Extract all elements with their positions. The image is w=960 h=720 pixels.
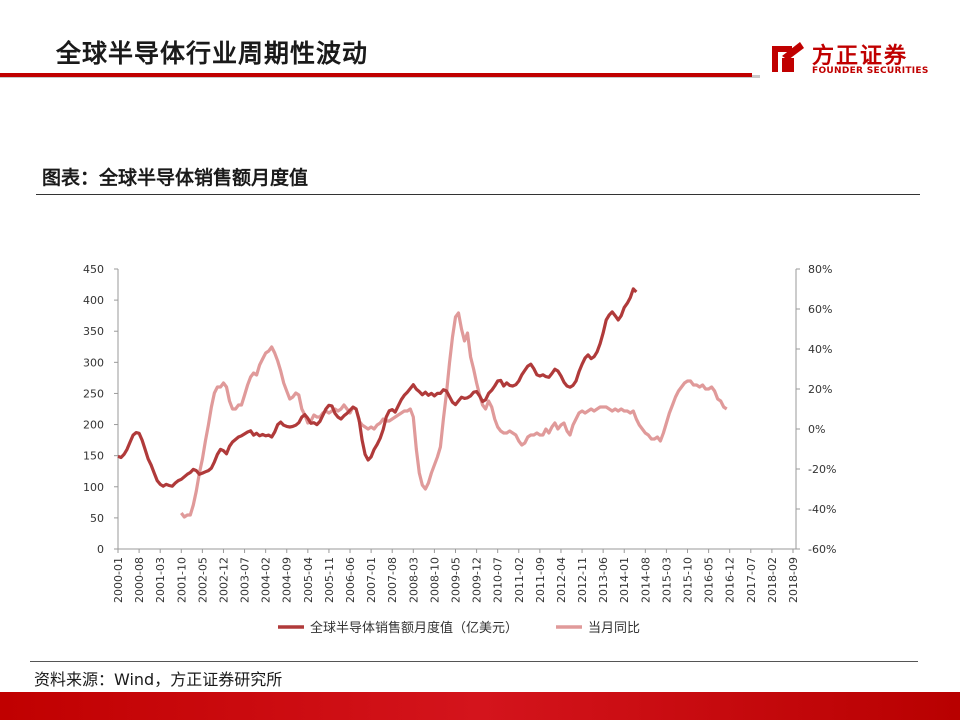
slide-title: 全球半导体行业周期性波动 <box>56 39 369 68</box>
x-tick-label: 2015-03 <box>660 557 673 603</box>
left-tick-label: 200 <box>83 419 104 432</box>
x-tick-label: 2004-09 <box>281 557 294 603</box>
x-tick-label: 2000-08 <box>133 557 146 603</box>
x-tick-label: 2007-08 <box>386 557 399 603</box>
right-tick-label: 40% <box>808 343 832 356</box>
x-tick-label: 2009-05 <box>449 557 462 603</box>
logo-chinese-text: 方正证券 <box>812 44 909 69</box>
left-tick-label: 0 <box>97 543 104 556</box>
x-tick-label: 2006-06 <box>344 557 357 603</box>
right-tick-label: -60% <box>808 543 836 556</box>
left-tick-label: 450 <box>83 263 104 276</box>
left-tick-label: 300 <box>83 356 104 369</box>
x-tick-label: 2008-03 <box>407 557 420 603</box>
x-tick-label: 2009-12 <box>471 557 484 603</box>
x-tick-label: 2001-03 <box>154 557 167 603</box>
x-tick-label: 2005-11 <box>323 557 336 603</box>
x-tick-label: 2005-04 <box>302 557 315 603</box>
left-tick-label: 350 <box>83 325 104 338</box>
founder-logo-icon <box>772 42 804 72</box>
x-tick-label: 2015-10 <box>682 557 695 603</box>
footer-brand-bar <box>0 692 960 720</box>
logo-english-text: FOUNDER SECURITIES <box>812 66 929 76</box>
x-tick-label: 2012-04 <box>555 557 568 603</box>
sales-line <box>117 287 638 488</box>
x-tick-label: 2002-12 <box>217 557 230 603</box>
left-tick-label: 400 <box>83 294 104 307</box>
x-tick-label: 2013-06 <box>597 557 610 603</box>
x-tick-label: 2007-01 <box>365 557 378 603</box>
x-tick-label: 2018-02 <box>766 557 779 603</box>
x-tick-label: 2017-07 <box>745 557 758 603</box>
x-tick-label: 2004-02 <box>260 557 273 603</box>
source-note: 资料来源：Wind，方正证券研究所 <box>34 670 283 689</box>
x-tick-label: 2010-07 <box>492 557 505 603</box>
x-tick-label: 2011-02 <box>513 557 526 603</box>
x-tick-label: 2016-12 <box>724 557 737 603</box>
x-tick-label: 2018-09 <box>787 557 800 603</box>
x-tick-label: 2003-07 <box>239 557 252 603</box>
x-tick-label: 2002-05 <box>196 557 209 603</box>
right-tick-label: -40% <box>808 503 836 516</box>
right-tick-label: 20% <box>808 383 832 396</box>
figure-title-divider <box>36 194 920 195</box>
right-tick-label: 80% <box>808 263 832 276</box>
x-tick-label: 2008-10 <box>428 557 441 603</box>
legend-label-yoy: 当月同比 <box>588 621 640 636</box>
right-tick-label: 60% <box>808 303 832 316</box>
right-tick-label: 0% <box>808 423 825 436</box>
figure-title: 图表：全球半导体销售额月度值 <box>42 167 309 189</box>
x-tick-label: 2001-10 <box>175 557 188 603</box>
x-tick-label: 2012-11 <box>576 557 589 603</box>
left-tick-label: 150 <box>83 450 104 463</box>
x-tick-label: 2014-08 <box>639 557 652 603</box>
x-tick-label: 2011-09 <box>534 557 547 603</box>
left-tick-label: 100 <box>83 481 104 494</box>
left-tick-label: 250 <box>83 387 104 400</box>
semiconductor-sales-chart: 0 50 100 150 200 250 300 350 400 450 -60% -40% -20% 0… <box>83 263 836 636</box>
left-tick-label: 50 <box>90 512 104 525</box>
source-divider <box>30 661 918 662</box>
x-tick-label: 2000-01 <box>112 557 125 603</box>
yoy-growth-line <box>180 311 728 519</box>
x-tick-label: 2016-05 <box>703 557 716 603</box>
legend-label-sales: 全球半导体销售额月度值（亿美元） <box>310 620 518 636</box>
x-tick-label: 2014-01 <box>618 557 631 603</box>
company-logo: 方正证券 FOUNDER SECURITIES <box>768 38 948 82</box>
header-divider-red <box>0 73 752 77</box>
right-tick-label: -20% <box>808 463 836 476</box>
